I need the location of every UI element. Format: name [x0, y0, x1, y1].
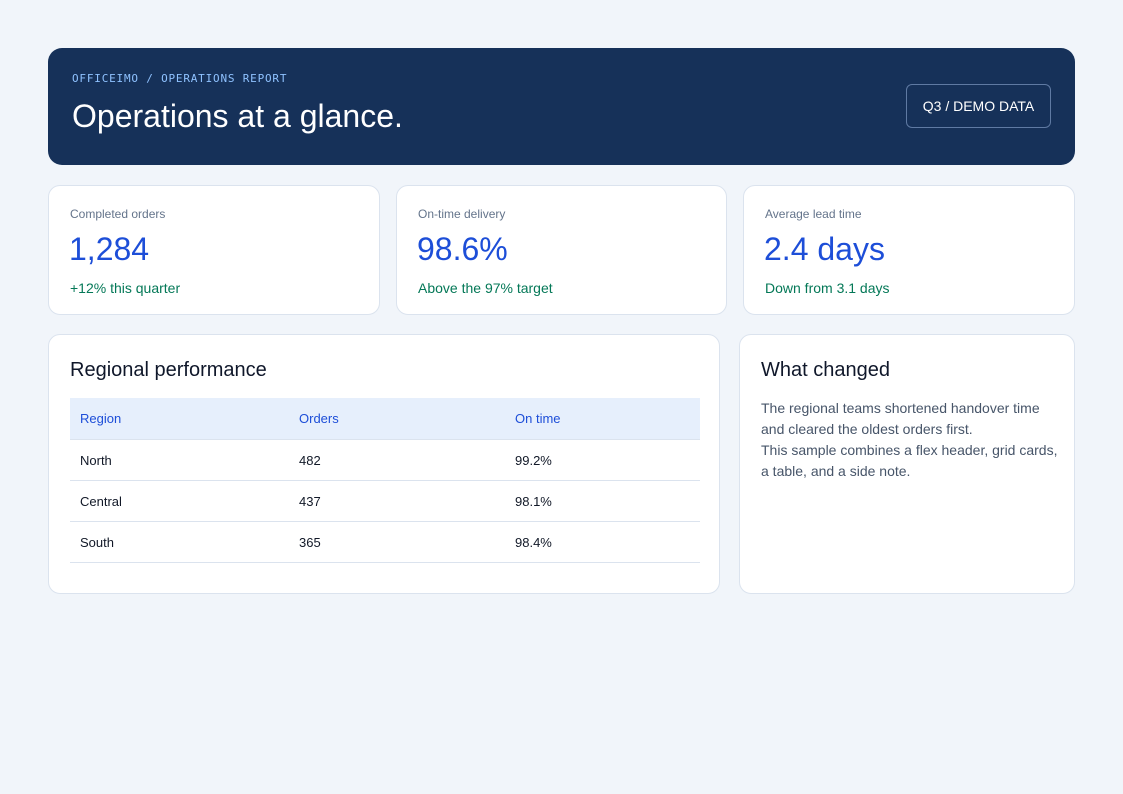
kpi-label: Completed orders: [70, 207, 166, 221]
kpi-card-completed-orders: Completed orders 1,284 +12% this quarter: [48, 185, 380, 315]
kpi-label: Average lead time: [765, 207, 862, 221]
table-cell-orders: 437: [289, 480, 505, 522]
table-row: Central 437 98.1%: [70, 480, 700, 522]
report-eyebrow: OFFICEIMO / OPERATIONS REPORT: [72, 72, 288, 85]
table-cell-on-time: 98.4%: [505, 521, 700, 563]
period-badge: Q3 / DEMO DATA: [906, 84, 1051, 128]
kpi-note: +12% this quarter: [70, 280, 181, 296]
table-header-row: Region Orders On time: [70, 398, 700, 440]
kpi-label: On-time delivery: [418, 207, 506, 221]
column-header-on-time: On time: [505, 398, 700, 440]
kpi-note: Down from 3.1 days: [765, 280, 890, 296]
kpi-value: 98.6%: [417, 231, 508, 267]
what-changed-card: What changed The regional teams shortene…: [739, 334, 1075, 594]
table-cell-orders: 482: [289, 439, 505, 481]
column-header-orders: Orders: [289, 398, 505, 440]
what-changed-note: The regional teams shortened handover ti…: [761, 398, 1061, 482]
table-cell-orders: 365: [289, 521, 505, 563]
kpi-card-on-time-delivery: On-time delivery 98.6% Above the 97% tar…: [396, 185, 727, 315]
regional-performance-title: Regional performance: [70, 359, 267, 381]
report-header: OFFICEIMO / OPERATIONS REPORT Operations…: [48, 48, 1075, 165]
column-header-region: Region: [70, 398, 289, 440]
table-cell-on-time: 98.1%: [505, 480, 700, 522]
kpi-note: Above the 97% target: [418, 280, 553, 296]
table-cell-region: South: [70, 521, 289, 563]
kpi-value: 1,284: [69, 231, 150, 267]
kpi-value: 2.4 days: [764, 231, 885, 267]
table-row: North 482 99.2%: [70, 439, 700, 481]
table-cell-on-time: 99.2%: [505, 439, 700, 481]
note-paragraph: This sample combines a flex header, grid…: [761, 442, 1058, 479]
what-changed-title: What changed: [761, 359, 890, 381]
regional-table: Region Orders On time North 482 99.2% Ce…: [70, 398, 700, 563]
page-title: Operations at a glance.: [72, 98, 403, 134]
table-row: South 365 98.4%: [70, 521, 700, 563]
table-cell-region: Central: [70, 480, 289, 522]
regional-performance-card: Regional performance Region Orders On ti…: [48, 334, 720, 594]
note-paragraph: The regional teams shortened handover ti…: [761, 400, 1040, 437]
table-cell-region: North: [70, 439, 289, 481]
kpi-card-average-lead-time: Average lead time 2.4 days Down from 3.1…: [743, 185, 1075, 315]
